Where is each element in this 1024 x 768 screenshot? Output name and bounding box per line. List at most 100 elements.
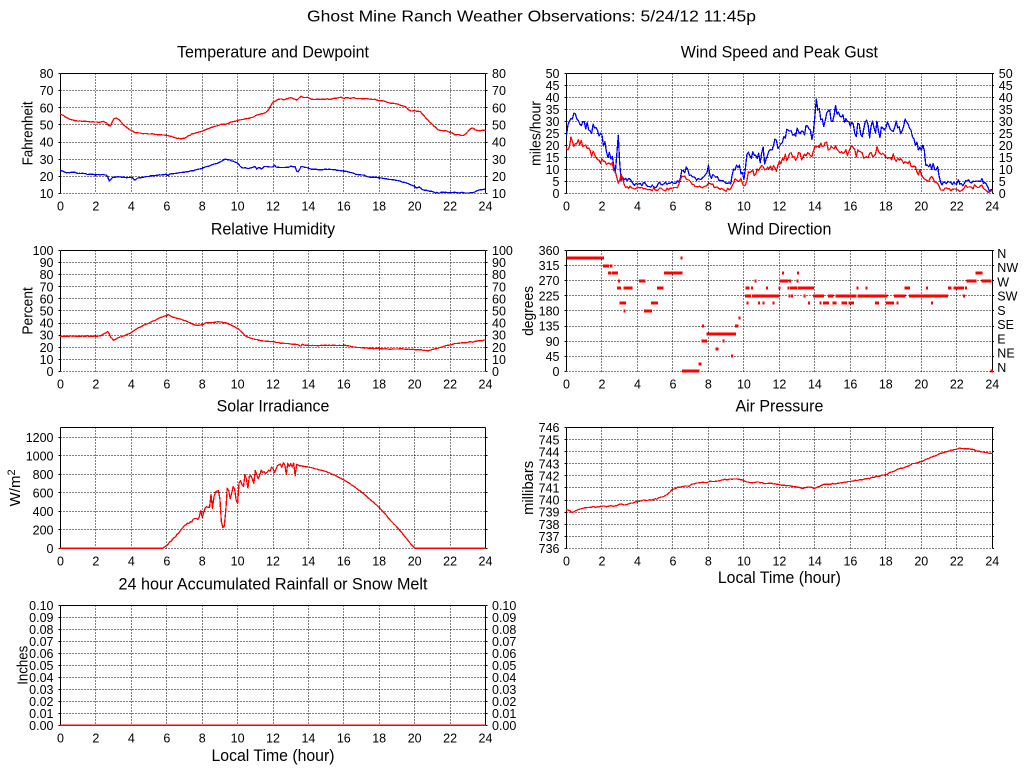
svg-text:0: 0 [47,542,54,556]
svg-text:N: N [997,361,1006,375]
svg-text:20: 20 [914,554,928,568]
svg-text:30: 30 [492,153,506,167]
svg-text:0.03: 0.03 [29,683,53,697]
svg-text:40: 40 [492,136,506,150]
svg-text:Wind Direction: Wind Direction [727,219,831,238]
svg-text:45: 45 [999,79,1013,93]
svg-text:N: N [997,247,1006,261]
svg-text:5: 5 [553,175,560,189]
svg-text:16: 16 [337,554,351,568]
svg-text:70: 70 [492,84,506,98]
svg-text:24: 24 [479,200,493,214]
svg-text:0.08: 0.08 [29,623,53,637]
svg-text:50: 50 [492,305,506,319]
svg-text:400: 400 [33,505,54,519]
svg-text:24: 24 [479,554,493,568]
svg-text:800: 800 [33,468,54,482]
svg-text:W/m2: W/m2 [6,469,24,506]
svg-text:Solar Irradiance: Solar Irradiance [217,397,330,416]
svg-text:Fahrenheit: Fahrenheit [20,101,37,166]
svg-text:80: 80 [40,268,54,282]
svg-text:90: 90 [546,335,560,349]
svg-text:45: 45 [546,79,560,93]
svg-text:90: 90 [40,256,54,270]
svg-text:0.05: 0.05 [29,659,53,673]
svg-text:90: 90 [492,256,506,270]
svg-text:30: 30 [40,329,54,343]
svg-text:738: 738 [539,518,560,532]
svg-text:70: 70 [492,280,506,294]
svg-text:22: 22 [443,554,457,568]
svg-text:2: 2 [599,377,606,391]
svg-text:745: 745 [539,433,560,447]
svg-text:1200: 1200 [26,431,54,445]
svg-text:8: 8 [199,377,206,391]
svg-text:739: 739 [539,506,560,520]
svg-text:0: 0 [563,200,570,214]
svg-text:743: 743 [539,457,560,471]
svg-text:18: 18 [879,554,893,568]
svg-text:10: 10 [737,554,751,568]
svg-text:0.10: 0.10 [29,599,53,613]
svg-text:744: 744 [539,445,560,459]
svg-text:10: 10 [231,377,245,391]
svg-text:100: 100 [33,244,54,258]
svg-text:35: 35 [999,103,1013,117]
svg-text:8: 8 [199,731,206,745]
svg-text:12: 12 [772,377,786,391]
svg-text:S: S [997,304,1005,318]
svg-text:10: 10 [737,200,751,214]
svg-text:12: 12 [772,200,786,214]
svg-text:4: 4 [634,554,641,568]
svg-text:740: 740 [539,494,560,508]
svg-text:20: 20 [408,377,422,391]
svg-text:6: 6 [670,554,677,568]
svg-text:6: 6 [163,200,170,214]
svg-text:22: 22 [950,554,964,568]
svg-text:0.09: 0.09 [492,611,516,625]
svg-text:180: 180 [539,305,560,319]
svg-text:50: 50 [40,305,54,319]
svg-text:0.04: 0.04 [492,671,516,685]
svg-text:4: 4 [128,554,135,568]
svg-text:0: 0 [563,554,570,568]
svg-text:20: 20 [408,731,422,745]
svg-text:25: 25 [546,127,560,141]
svg-text:SE: SE [997,318,1014,332]
svg-text:0: 0 [553,365,560,379]
svg-text:0.08: 0.08 [492,623,516,637]
svg-text:14: 14 [301,200,315,214]
svg-text:12: 12 [266,377,280,391]
svg-text:60: 60 [492,101,506,115]
svg-text:22: 22 [443,731,457,745]
svg-text:6: 6 [670,377,677,391]
svg-text:24: 24 [479,731,493,745]
svg-text:6: 6 [163,554,170,568]
svg-text:0.00: 0.00 [29,719,53,733]
svg-text:360: 360 [539,244,560,258]
svg-text:1000: 1000 [26,450,54,464]
svg-text:10: 10 [231,731,245,745]
svg-text:60: 60 [40,101,54,115]
svg-text:24: 24 [985,377,999,391]
svg-text:16: 16 [337,200,351,214]
svg-text:40: 40 [40,317,54,331]
svg-text:10: 10 [492,187,506,201]
svg-text:20: 20 [492,170,506,184]
svg-text:degrees: degrees [520,286,537,336]
svg-text:40: 40 [492,317,506,331]
svg-text:14: 14 [808,377,822,391]
svg-text:315: 315 [539,259,560,273]
svg-text:0.06: 0.06 [29,647,53,661]
svg-text:Temperature and Dewpoint: Temperature and Dewpoint [177,42,369,61]
svg-text:Local Time (hour): Local Time (hour) [212,746,335,765]
svg-text:50: 50 [40,119,54,133]
svg-text:15: 15 [999,151,1013,165]
svg-text:60: 60 [40,292,54,306]
svg-text:0: 0 [999,187,1006,201]
svg-text:20: 20 [546,139,560,153]
svg-text:20: 20 [40,341,54,355]
svg-text:18: 18 [372,731,386,745]
svg-text:18: 18 [372,554,386,568]
svg-text:Local Time (hour): Local Time (hour) [718,568,841,587]
